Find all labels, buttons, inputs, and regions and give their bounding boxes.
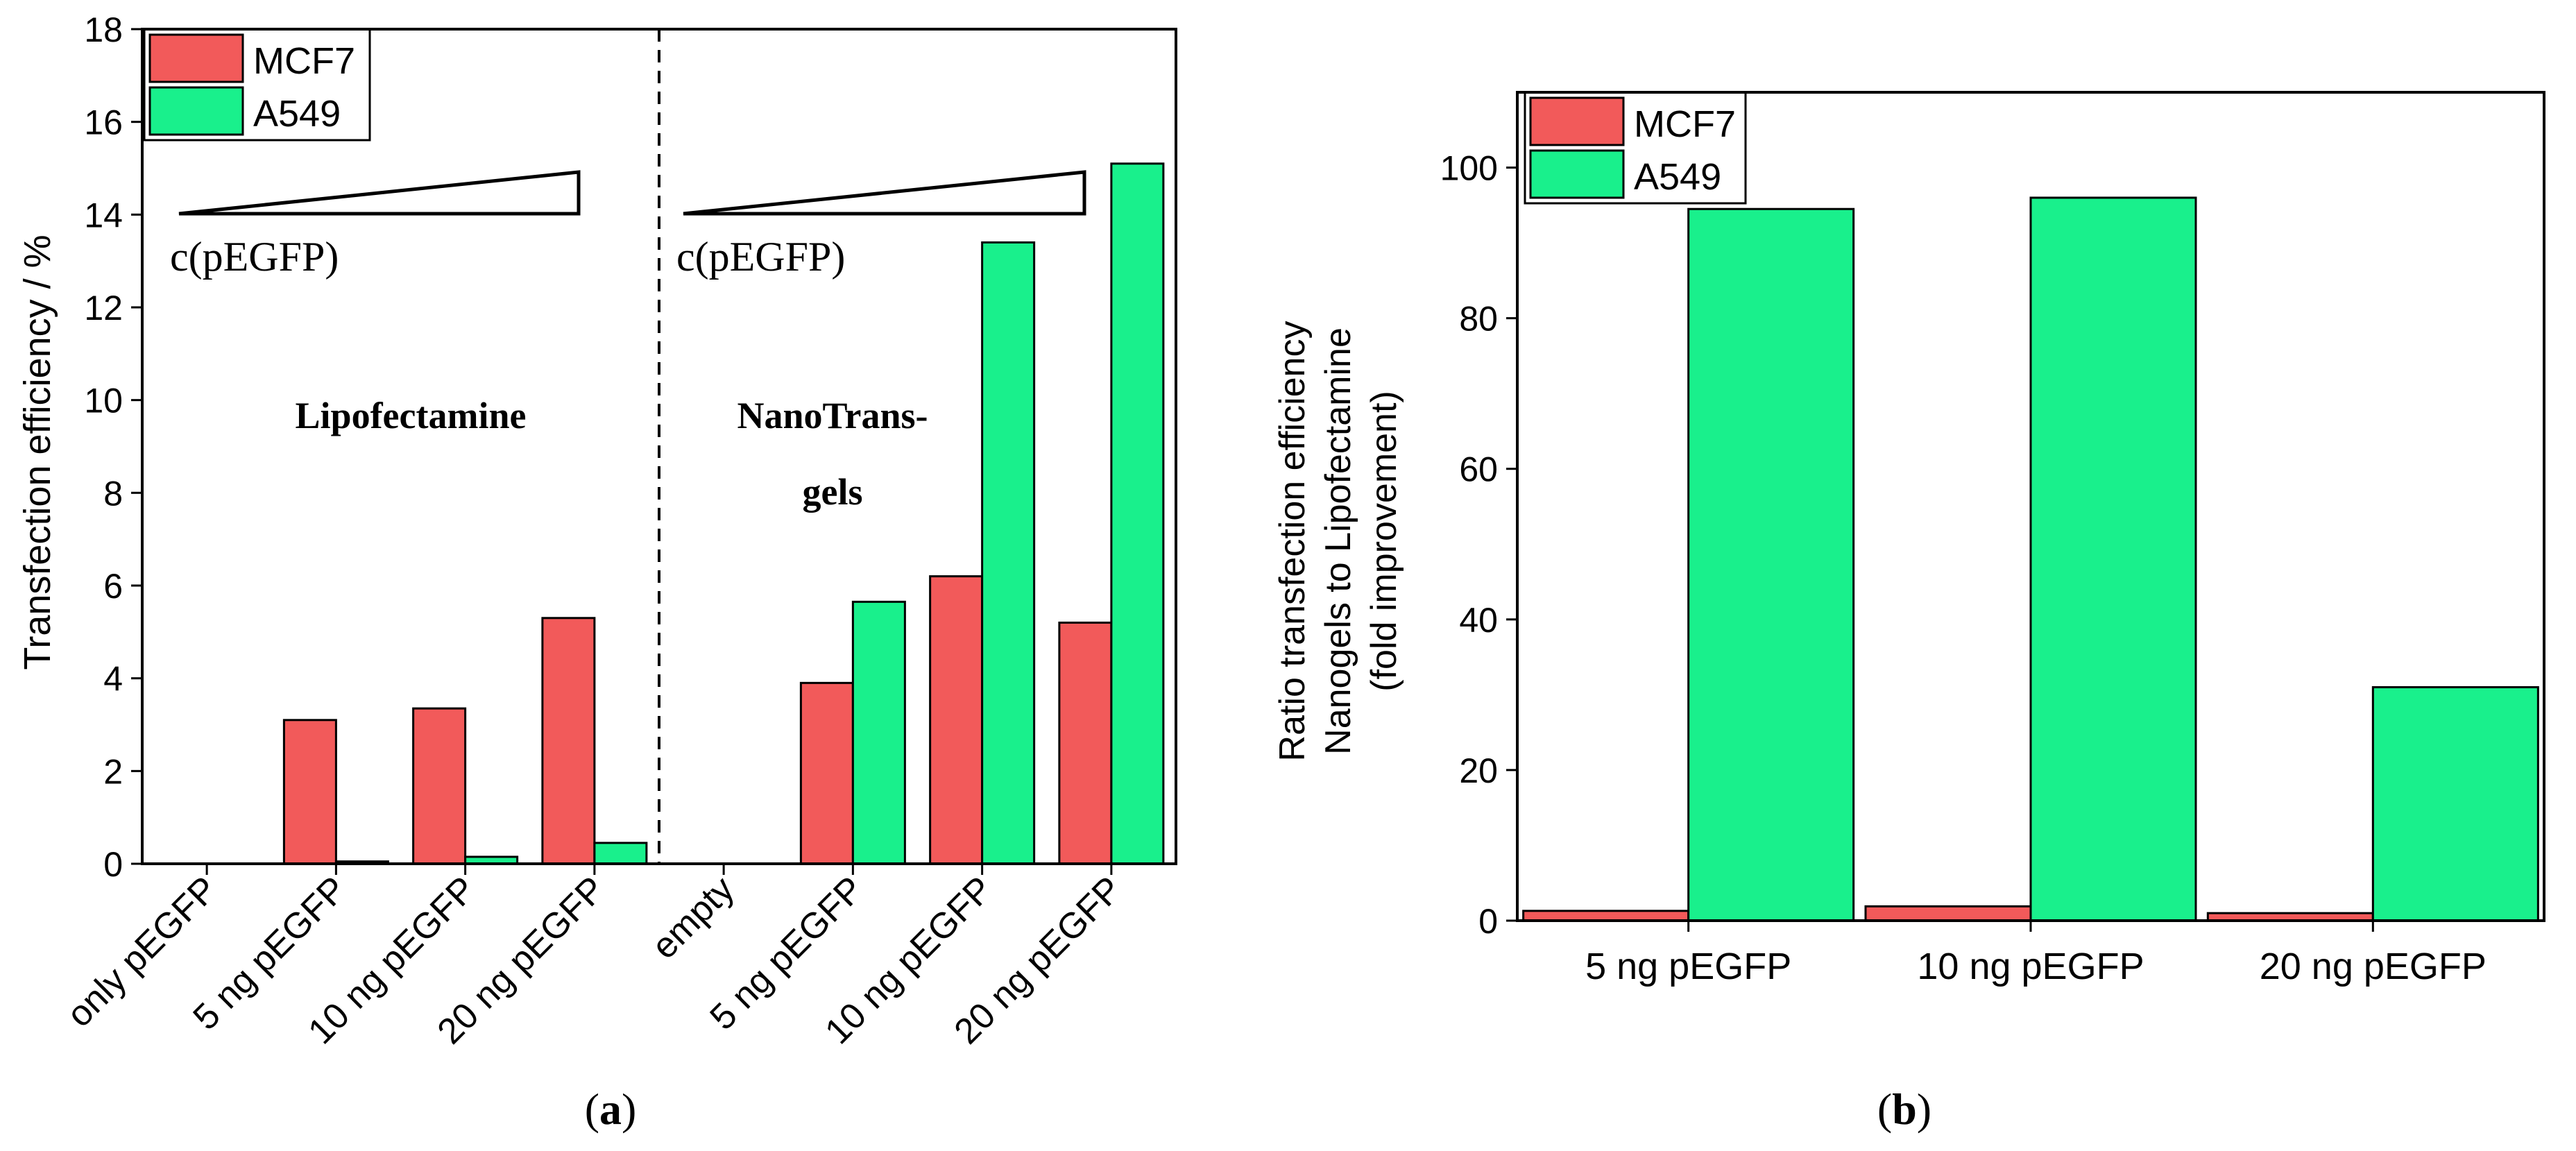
legend-b-label-mcf7: MCF7 bbox=[1634, 103, 1736, 145]
y-axis-label-b-line3: (fold improvement) bbox=[1364, 391, 1404, 691]
plot-frame-b bbox=[1516, 91, 2545, 922]
concentration-label-right: c(pEGFP) bbox=[676, 234, 845, 280]
bar-a-mcf7-1 bbox=[282, 719, 337, 865]
panel-label-a-letter: a bbox=[599, 1084, 622, 1134]
legend-b: MCF7 A549 bbox=[1524, 91, 1747, 205]
group-label-lipofectamine: Lipofectamine bbox=[296, 395, 527, 436]
y-tick-label-a: 16 bbox=[84, 103, 123, 142]
y-tick-label-a: 0 bbox=[103, 845, 123, 884]
group-label-nanotransgels-line2: gels bbox=[803, 471, 863, 513]
legend-b-swatch-a549 bbox=[1529, 149, 1625, 199]
panel-label-b-letter: b bbox=[1892, 1084, 1917, 1134]
group-label-nanotransgels-line1: NanoTrans- bbox=[737, 395, 928, 436]
y-tick-label-b: 0 bbox=[1478, 902, 1498, 941]
y-axis-label-b-line1: Ratio transfection efficiency bbox=[1272, 321, 1313, 762]
concentration-wedge-left bbox=[178, 170, 581, 216]
x-tick-label-a: empty bbox=[644, 869, 742, 966]
y-tick-label-b: 40 bbox=[1459, 601, 1498, 640]
y-axis-label-b-line2: Nanogels to Lipofectamine bbox=[1318, 327, 1358, 755]
y-tick-label-a: 10 bbox=[84, 382, 123, 420]
bar-a-mcf7-5 bbox=[799, 681, 854, 865]
x-tick-label-b: 20 ng pEGFP bbox=[2260, 946, 2487, 987]
chart-a: c(pEGFP) c(pEGFP) Lipofectamine NanoTran… bbox=[17, 10, 1177, 1134]
bar-b-a549-0 bbox=[1687, 207, 1855, 922]
y-axis-label-b: Ratio transfection efficiency Nanogels t… bbox=[1272, 321, 1404, 762]
concentration-wedge-right bbox=[683, 170, 1086, 216]
bar-b-a549-1 bbox=[2029, 196, 2197, 922]
y-tick-label-b: 100 bbox=[1440, 149, 1498, 188]
bar-a-a549-5 bbox=[851, 600, 906, 865]
x-tick-label-b: 10 ng pEGFP bbox=[1917, 946, 2144, 987]
legend-a: MCF7 A549 bbox=[143, 28, 371, 142]
bar-a-a549-3 bbox=[593, 842, 648, 865]
x-tick-label-b: 5 ng pEGFP bbox=[1585, 946, 1791, 987]
bar-b-a549-2 bbox=[2371, 686, 2539, 922]
y-tick-label-a: 4 bbox=[103, 660, 123, 699]
y-axis-label-a: Transfection efficiency / % bbox=[17, 235, 58, 670]
bar-a-mcf7-2 bbox=[412, 707, 467, 865]
panel-label-b: (b) bbox=[1877, 1084, 1931, 1134]
legend-a-label-mcf7: MCF7 bbox=[253, 40, 355, 82]
bar-a-a549-7 bbox=[1110, 162, 1165, 865]
y-tick-label-b: 20 bbox=[1459, 751, 1498, 790]
bar-a-a549-6 bbox=[981, 241, 1036, 865]
legend-a-swatch-mcf7 bbox=[148, 33, 244, 83]
y-tick-label-a: 18 bbox=[84, 10, 123, 49]
bar-a-mcf7-6 bbox=[929, 575, 984, 865]
legend-b-swatch-mcf7 bbox=[1529, 96, 1625, 146]
concentration-label-left: c(pEGFP) bbox=[170, 234, 339, 280]
plot-frame-a bbox=[141, 28, 1177, 865]
y-tick-label-b: 80 bbox=[1459, 300, 1498, 339]
y-tick-label-a: 14 bbox=[84, 196, 123, 235]
bar-a-mcf7-3 bbox=[541, 617, 596, 865]
y-tick-label-b: 60 bbox=[1459, 450, 1498, 489]
bar-b-mcf7-1 bbox=[1864, 905, 2032, 922]
y-tick-label-a: 2 bbox=[103, 752, 123, 791]
bar-a-mcf7-7 bbox=[1058, 621, 1113, 865]
y-tick-label-a: 8 bbox=[103, 474, 123, 513]
y-tick-label-a: 12 bbox=[84, 289, 123, 327]
legend-a-label-a549: A549 bbox=[253, 93, 341, 135]
legend-a-swatch-a549 bbox=[148, 86, 244, 136]
chart-b: MCF7 A549 5 ng pEGFP 10 ng pEGFP 20 ng pEG… bbox=[1272, 91, 2545, 1134]
legend-b-label-a549: A549 bbox=[1634, 156, 1721, 198]
bar-b-mcf7-0 bbox=[1522, 910, 1690, 922]
y-tick-label-a: 6 bbox=[103, 567, 123, 606]
panel-label-a: (a) bbox=[585, 1084, 637, 1134]
